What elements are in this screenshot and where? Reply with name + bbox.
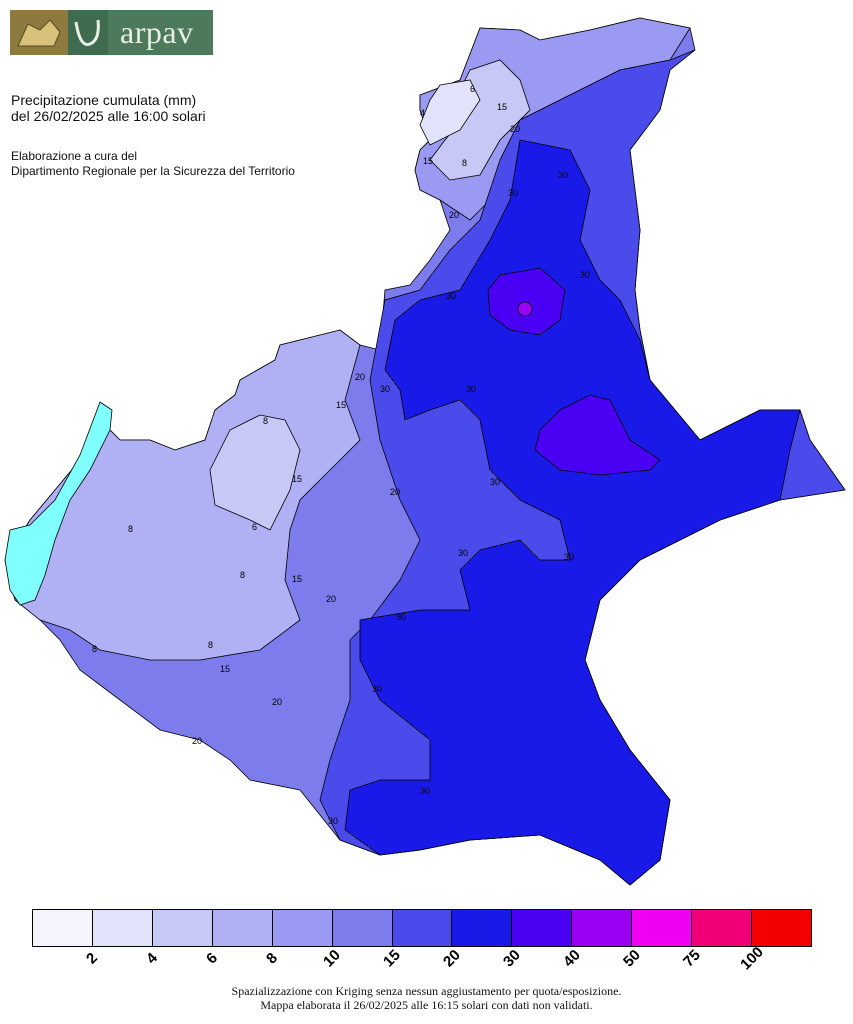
label-15d: 20 [390, 487, 400, 497]
label-20b: 30 [558, 170, 568, 180]
lake-garda [4, 401, 113, 606]
contour-labels: 4 6 15 20 8 15 20 30 30 30 30 8 15 20 30… [92, 84, 590, 826]
title-line-2: del 26/02/2025 alle 16:00 solari [11, 108, 206, 124]
footnote: Spazializzazione con Kriging senza nessu… [0, 984, 853, 1012]
label-20d: 30 [446, 291, 456, 301]
label-10: 15 [497, 102, 507, 112]
label-20l: 30 [420, 786, 430, 796]
label-8: 8 [462, 158, 467, 168]
legend-swatch [332, 910, 393, 946]
zone-6-west [209, 414, 301, 531]
zone-4-north [419, 79, 481, 146]
legend-swatch [212, 910, 273, 946]
label-20c: 30 [580, 270, 590, 280]
legend-swatch [392, 910, 453, 946]
label-10c: 15 [336, 400, 346, 410]
legend-swatch [632, 910, 693, 946]
map-title: Precipitazione cumulata (mm) del 26/02/2… [11, 92, 206, 124]
arpav-mark-icon [68, 10, 108, 55]
label-4: 4 [420, 108, 425, 118]
lion-emblem-icon [10, 10, 68, 55]
label-20e: 30 [380, 384, 390, 394]
legend-ticks: 2 4 6 8 10 15 20 30 40 50 75 100 [32, 944, 812, 980]
zone-30 [344, 139, 801, 886]
label-10f: 15 [220, 664, 230, 674]
footnote-line-1: Spazializzazione con Kriging senza nessu… [231, 984, 622, 998]
label-10b: 15 [423, 156, 433, 166]
footnote-line-2: Mappa elaborata il 26/02/2025 alle 16:15… [260, 998, 593, 1012]
zone-50-peak [517, 301, 533, 317]
label-15c: 20 [355, 372, 365, 382]
label-10d: 15 [292, 474, 302, 484]
arpav-logo: arpav [10, 10, 213, 55]
color-legend [32, 909, 812, 947]
label-20: 30 [508, 188, 518, 198]
label-20m: 30 [328, 816, 338, 826]
legend-swatch [572, 910, 633, 946]
label-15f: 20 [272, 697, 282, 707]
logo-text: arpav [120, 14, 194, 50]
precipitation-map: 4 6 15 20 8 15 20 30 30 30 30 8 15 20 30… [4, 17, 846, 886]
legend-swatch [152, 910, 213, 946]
label-8f: 8 [208, 640, 213, 650]
credit-line-1: Elaborazione a cura del [11, 149, 138, 163]
legend-swatch [33, 910, 93, 946]
label-20k: 30 [372, 684, 382, 694]
label-20j: 30 [396, 612, 406, 622]
label-6: 6 [470, 84, 475, 94]
label-15e: 20 [326, 594, 336, 604]
credit-line-2: Dipartimento Regionale per la Sicurezza … [11, 164, 295, 178]
label-20i: 30 [564, 552, 574, 562]
label-6b: 6 [252, 522, 257, 532]
map-credit: Elaborazione a cura del Dipartimento Reg… [11, 149, 295, 179]
label-20h: 30 [458, 548, 468, 558]
legend-swatch [92, 910, 153, 946]
label-15: 20 [510, 124, 520, 134]
legend-swatch [452, 910, 513, 946]
label-8c: 8 [128, 524, 133, 534]
legend-swatch [272, 910, 333, 946]
label-8e: 8 [92, 644, 97, 654]
label-8d: 8 [240, 570, 245, 580]
zone-40-north [487, 267, 566, 336]
label-15b: 20 [449, 210, 459, 220]
title-line-1: Precipitazione cumulata (mm) [11, 92, 197, 108]
zone-8-west [4, 329, 361, 661]
label-15g: 20 [192, 736, 202, 746]
label-20g: 30 [490, 477, 500, 487]
label-8b: 8 [263, 416, 268, 426]
legend-swatch [752, 910, 811, 946]
zone-40-east [534, 394, 661, 476]
legend-swatch [692, 910, 753, 946]
label-20f: 30 [466, 384, 476, 394]
label-10e: 15 [292, 574, 302, 584]
legend-swatch [512, 910, 573, 946]
